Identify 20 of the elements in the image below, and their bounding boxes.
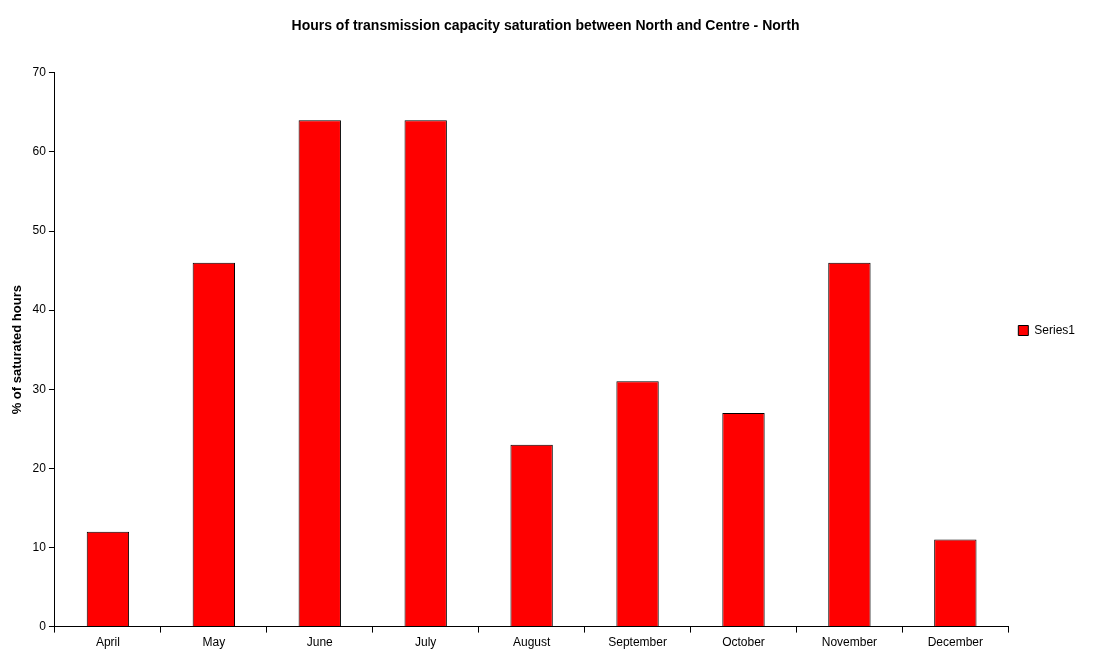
chart-title: Hours of transmission capacity saturation between North and Centre - North xyxy=(291,17,800,34)
x-tick-label: November xyxy=(821,635,878,650)
x-tick-label: August xyxy=(512,635,551,650)
x-tick-label: October xyxy=(722,635,765,650)
x-tick-label: September xyxy=(608,635,667,650)
x-tick-label: May xyxy=(202,635,226,650)
y-tick-label: 20 xyxy=(32,460,47,475)
x-tick-label: July xyxy=(415,635,437,650)
y-tick-label: 50 xyxy=(32,223,47,238)
y-tick-label: 40 xyxy=(32,302,47,317)
y-axis-title: % of saturated hours xyxy=(9,285,25,415)
y-tick-label: 30 xyxy=(32,381,47,396)
y-tick-label: 70 xyxy=(32,65,47,80)
x-tick-label: December xyxy=(927,635,984,650)
x-tick-label: June xyxy=(306,635,334,650)
y-tick-label: 0 xyxy=(39,618,47,633)
y-tick-label: 60 xyxy=(32,144,47,159)
y-tick-label: 10 xyxy=(32,539,47,554)
legend-label: Series1 xyxy=(1034,322,1076,337)
x-tick-label: April xyxy=(95,635,120,650)
